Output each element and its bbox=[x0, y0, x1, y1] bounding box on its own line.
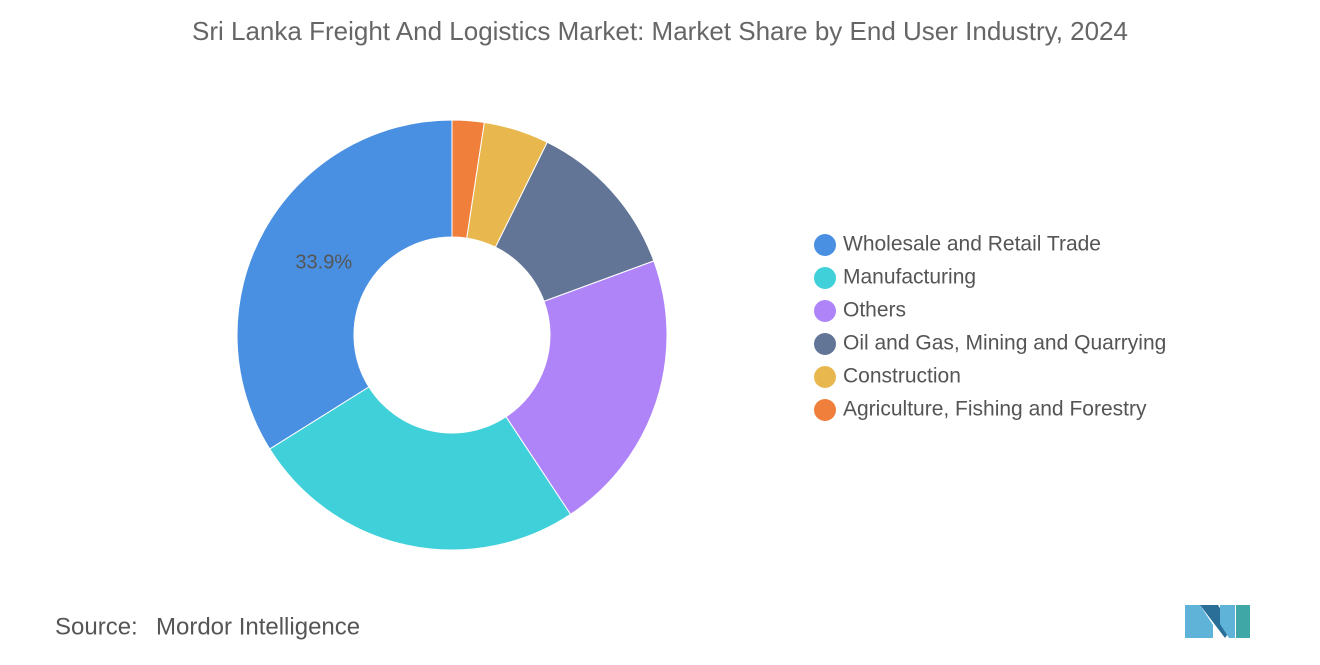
legend-swatch bbox=[814, 300, 836, 322]
slice bbox=[269, 386, 572, 551]
legend-label: Manufacturing bbox=[843, 266, 976, 289]
legend-label: Oil and Gas, Mining and Quarrying bbox=[843, 332, 1166, 355]
legend-label: Wholesale and Retail Trade bbox=[843, 233, 1101, 256]
source-label: Source: bbox=[55, 613, 138, 640]
legend-label: Agriculture, Fishing and Forestry bbox=[843, 398, 1147, 421]
slice bbox=[236, 119, 453, 450]
slice bbox=[451, 119, 485, 239]
legend-swatch bbox=[814, 399, 836, 421]
logo bbox=[1185, 605, 1250, 638]
legend-label: Construction bbox=[843, 365, 961, 388]
legend-swatch bbox=[814, 267, 836, 289]
legend-swatch bbox=[814, 333, 836, 355]
chart-title: Sri Lanka Freight And Logistics Market: … bbox=[192, 16, 1128, 46]
legend-swatch bbox=[814, 234, 836, 256]
value-label: 33.9% bbox=[295, 252, 352, 274]
slice bbox=[505, 260, 668, 516]
legend-label: Others bbox=[843, 299, 906, 322]
source: Mordor Intelligence bbox=[156, 613, 360, 640]
legend-swatch bbox=[814, 366, 836, 388]
